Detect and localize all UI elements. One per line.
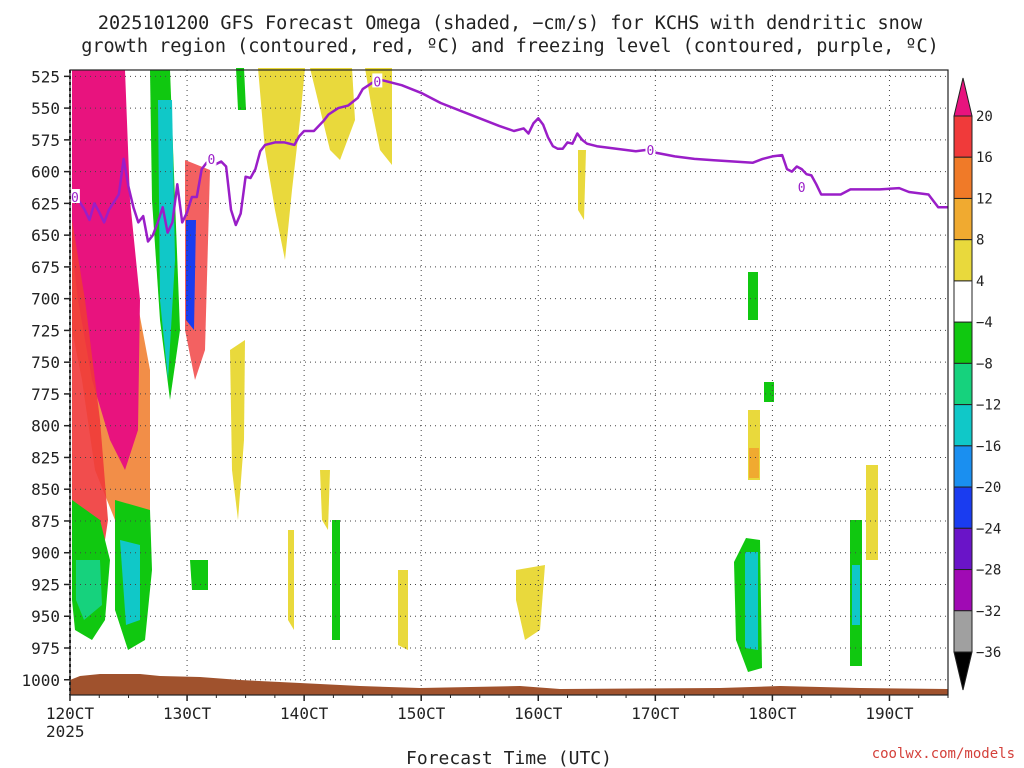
colorbar-segment [953, 239, 973, 282]
y-tick-label: 725 [31, 321, 60, 340]
freezing-label-bg [206, 150, 217, 165]
plot-area: 0 0 0 0 0 [69, 68, 949, 696]
colorbar-segment [953, 404, 973, 447]
y-tick-label: 525 [31, 67, 60, 86]
y-tick-label: 1000 [21, 671, 60, 690]
freezing-level-label: 0 [647, 144, 655, 159]
freezing-level-labels: 0 0 0 0 0 [69, 73, 807, 206]
freezing-label-bg [796, 178, 807, 193]
y-tick-label: 825 [31, 448, 60, 467]
x-axis-start-year: 2025 [46, 722, 85, 741]
colorbar-segment [953, 569, 973, 612]
x-tick-label: 130CT [163, 704, 212, 723]
chart-title-line-1: 2025101200 GFS Forecast Omega (shaded, −… [98, 13, 923, 34]
y-tick-label: 925 [31, 575, 60, 594]
colorbar-segment [953, 115, 973, 158]
colorbar-label: 20 [976, 109, 993, 125]
colorbar-segment [953, 156, 973, 199]
y-axis: 525 550 575 600 625 650 675 700 725 750 775 800 825 8… [21, 67, 70, 690]
colorbar-label: 16 [976, 150, 993, 166]
colorbar-label: −28 [976, 563, 1001, 579]
colorbar-segment [953, 362, 973, 406]
site-credit: coolwx.com/models [872, 746, 1015, 762]
colorbar-segment [953, 610, 973, 653]
y-tick-label: 800 [31, 417, 60, 436]
y-tick-label: 875 [31, 512, 60, 531]
colorbar-label: −20 [976, 480, 1001, 496]
colorbar-label: −24 [976, 521, 1001, 537]
colorbar-segment [953, 527, 973, 571]
freezing-level-label: 0 [798, 181, 806, 196]
chart-title-line-2: growth region (contoured, red, ºC) and f… [81, 36, 939, 57]
y-tick-label: 700 [31, 290, 60, 309]
colorbar-label: 8 [976, 233, 984, 249]
colorbar-label: −32 [976, 604, 1001, 620]
x-tick-label: 160CT [514, 704, 563, 723]
colorbar-segment [953, 445, 973, 488]
y-tick-label: 550 [31, 99, 60, 118]
freezing-label-bg [645, 142, 656, 157]
y-tick-label: 775 [31, 385, 60, 404]
freezing-level-label: 0 [71, 191, 79, 206]
colorbar-segment [953, 486, 973, 529]
freezing-label-bg [372, 73, 383, 88]
x-axis-label: Forecast Time (UTC) [406, 748, 612, 768]
colorbar-segment [953, 280, 973, 323]
freezing-level-label: 0 [373, 75, 381, 90]
colorbar-label: −36 [976, 645, 1001, 661]
y-tick-label: 950 [31, 607, 60, 626]
freezing-label-bg [69, 189, 80, 204]
colorbar-label: −4 [976, 315, 993, 331]
y-tick-label: 975 [31, 639, 60, 658]
y-tick-label: 625 [31, 194, 60, 213]
colorbar-bottom-triangle [953, 651, 973, 691]
x-tick-label: 120CT [46, 704, 95, 723]
x-tick-label: 190CT [865, 704, 914, 723]
y-tick-label: 575 [31, 131, 60, 150]
colorbar-label: −16 [976, 439, 1001, 455]
colorbar-label: −12 [976, 398, 1001, 414]
chart-title: 2025101200 GFS Forecast Omega (shaded, −… [81, 13, 939, 57]
colorbar-label: 12 [976, 191, 993, 207]
colorbar-label: 4 [976, 274, 984, 290]
x-axis: 120CT 130CT 140CT 150CT 160CT 170CT 180CT 190CT [46, 695, 949, 723]
y-tick-label: 850 [31, 480, 60, 499]
x-tick-label: 180CT [748, 704, 797, 723]
colorbar: 20 16 12 8 4 −4 −8 −12 −16 −20 −24 −28 −32 −36 [953, 77, 1001, 691]
x-tick-label: 170CT [631, 704, 680, 723]
y-tick-label: 650 [31, 226, 60, 245]
colorbar-segment [953, 321, 973, 364]
x-tick-label: 150CT [397, 704, 446, 723]
y-tick-label: 600 [31, 163, 60, 182]
y-tick-label: 750 [31, 353, 60, 372]
y-tick-label: 900 [31, 544, 60, 563]
colorbar-label: −8 [976, 356, 993, 372]
freezing-level-label: 0 [208, 153, 216, 168]
colorbar-segment [953, 197, 973, 241]
ground-surface [70, 674, 948, 695]
y-tick-label: 675 [31, 258, 60, 277]
x-tick-label: 140CT [280, 704, 329, 723]
